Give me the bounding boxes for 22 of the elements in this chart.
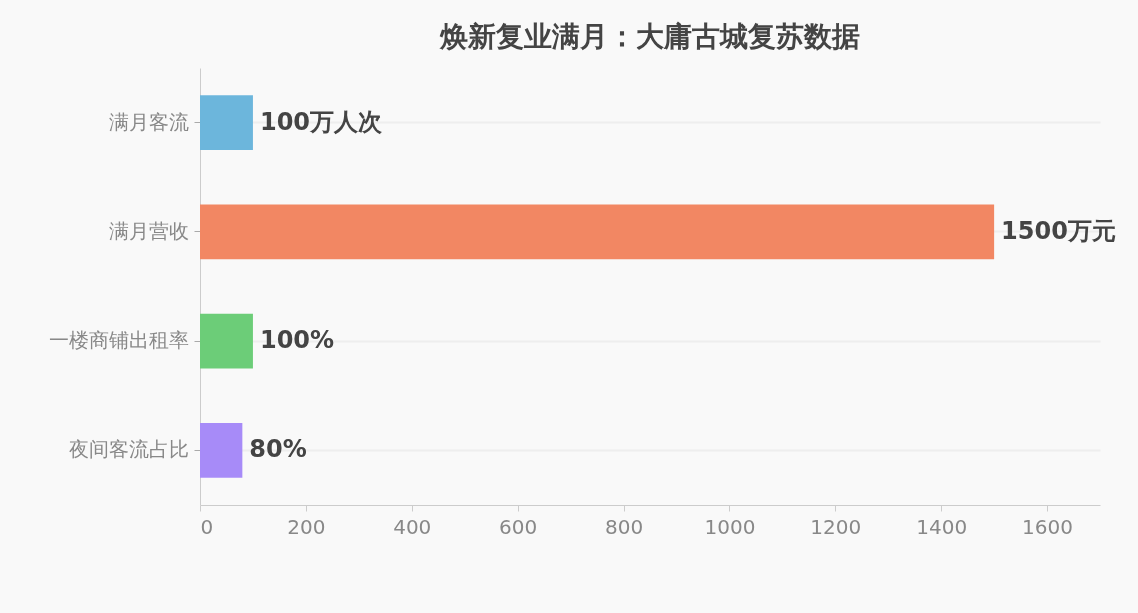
- x-tick-label: 1000: [704, 514, 756, 539]
- y-tick-label: 一楼商铺出租率: [48, 328, 189, 353]
- x-tick-label: 600: [499, 514, 538, 539]
- x-tick-label: 1400: [916, 514, 968, 539]
- x-tick-label: 400: [393, 514, 432, 539]
- x-tick-label: 0: [200, 514, 214, 539]
- chart-title: 焕新复业满月：大庸古城复苏数据: [439, 20, 860, 53]
- y-tick-label: 夜间客流占比: [68, 437, 189, 462]
- y-tick-label: 满月客流: [108, 109, 189, 134]
- data-label: 100万人次: [259, 107, 384, 136]
- data-label: 100%: [259, 326, 335, 355]
- y-tick-label: 满月营收: [108, 218, 189, 243]
- x-tick-label: 1600: [1022, 514, 1074, 539]
- x-tick-label: 800: [604, 514, 644, 539]
- x-tick-label: 1200: [810, 514, 862, 539]
- data-label: 1500万元: [1001, 216, 1116, 245]
- bar: [200, 423, 243, 478]
- bar: [200, 95, 253, 150]
- bar: [200, 313, 253, 369]
- data-label: 80%: [249, 435, 307, 464]
- bar: [200, 204, 995, 260]
- x-tick-label: 200: [287, 514, 326, 539]
